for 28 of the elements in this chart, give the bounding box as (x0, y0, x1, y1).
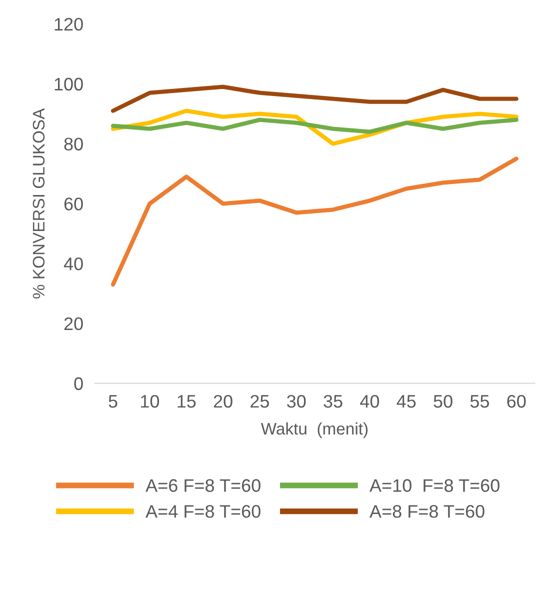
x-axis-title: Waktu (menit) (260, 422, 368, 438)
y-tick-label: 40 (64, 257, 83, 270)
line-series (110, 118, 518, 134)
x-tick-label: 5 (108, 395, 118, 408)
x-tick-label: 15 (178, 395, 196, 408)
x-tick-label: 55 (470, 395, 489, 408)
y-tick-label: 0 (74, 377, 83, 390)
y-tick-label: 20 (64, 317, 83, 330)
line-series (110, 156, 518, 287)
y-tick-label: 80 (64, 138, 83, 150)
x-tick-label: 40 (360, 394, 380, 408)
y-tick-label: 60 (64, 198, 83, 210)
y-tick-label: 100 (54, 78, 83, 91)
legend-label: A=8 F=8 T=60 (370, 505, 484, 518)
x-tick-label: 60 (507, 394, 526, 408)
x-tick-label: 20 (214, 394, 232, 408)
y-axis-title: % KONVERSI GLUKOSA (32, 108, 45, 298)
x-tick-label: 30 (287, 394, 306, 408)
legend-label: A=10 F=8 T=60 (370, 479, 500, 492)
x-tick-label: 35 (324, 394, 342, 408)
legend-label: A=4 F=8 T=60 (146, 505, 260, 518)
x-tick-label: 10 (141, 394, 160, 408)
legend-label: A=6 F=8 T=60 (146, 479, 260, 492)
x-tick-label: 25 (250, 394, 269, 408)
x-tick-label: 50 (434, 394, 452, 408)
y-tick-label: 120 (54, 18, 83, 31)
x-tick-label: 45 (396, 395, 416, 408)
line-series (110, 84, 518, 113)
